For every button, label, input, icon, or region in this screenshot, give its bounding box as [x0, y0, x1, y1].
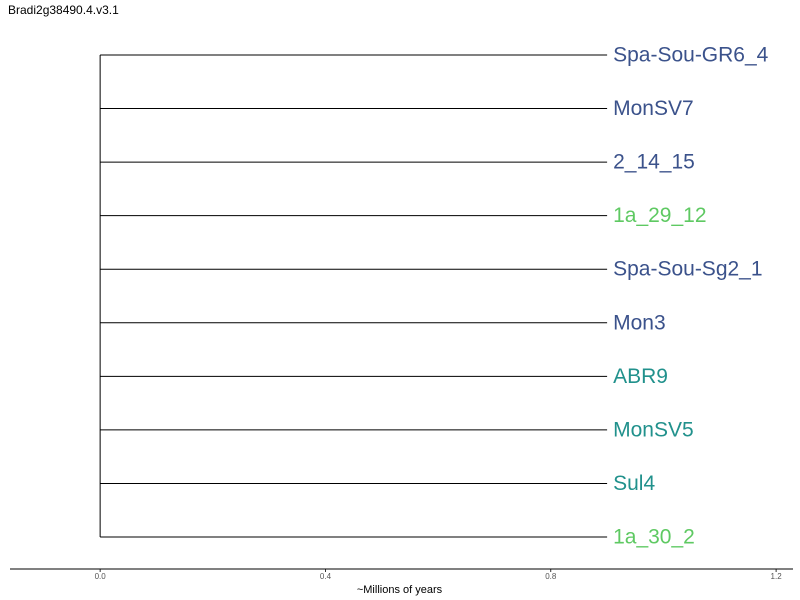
branches-group — [99, 54, 608, 538]
leaf-label: Sul4 — [613, 472, 655, 495]
x-axis-ticks: 0.0 0.4 0.8 1.2 — [95, 569, 783, 581]
leaf-label: 1a_29_12 — [613, 204, 706, 227]
leaf-label: 2_14_15 — [613, 151, 695, 174]
x-axis-label: ~Millions of years — [357, 584, 443, 596]
leaf-label: Spa-Sou-GR6_4 — [613, 44, 769, 67]
x-tick-label: 1.2 — [771, 572, 783, 581]
leaf-label: Mon3 — [613, 311, 666, 334]
x-tick-label: 0.4 — [320, 572, 332, 581]
x-tick-label: 0.0 — [95, 572, 107, 581]
leaf-labels-group: Spa-Sou-GR6_4 MonSV7 2_14_15 1a_29_12 Spa-So… — [613, 44, 769, 549]
x-axis: 0.0 0.4 0.8 1.2 ~Millions of years — [10, 568, 793, 596]
chart-title: Bradi2g38490.4.v3.1 — [8, 3, 119, 17]
leaf-label: MonSV7 — [613, 97, 694, 120]
leaf-label: 1a_30_2 — [613, 526, 695, 549]
leaf-label: ABR9 — [613, 365, 668, 388]
leaf-label: Spa-Sou-Sg2_1 — [613, 258, 762, 281]
x-tick-label: 0.8 — [545, 572, 557, 581]
leaf-label: MonSV5 — [613, 418, 694, 441]
